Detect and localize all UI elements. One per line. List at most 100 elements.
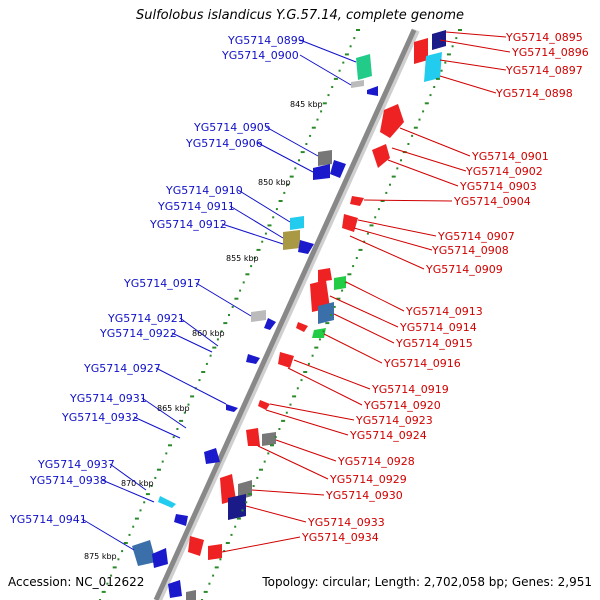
gene-label[interactable]: YG5714_0938: [29, 474, 107, 487]
gene-0917b-feature[interactable]: [264, 318, 276, 330]
gene-0913b-feature[interactable]: [334, 276, 346, 290]
gene-label[interactable]: YG5714_0916: [383, 357, 461, 370]
gene-label[interactable]: YG5714_0931: [69, 392, 147, 405]
gene-label[interactable]: YG5714_0941: [9, 513, 87, 526]
gene-0929-feature[interactable]: [220, 474, 236, 504]
scale-dot: [239, 289, 242, 292]
gene-0919-feature[interactable]: [278, 352, 294, 368]
scale-dot: [198, 379, 201, 382]
scale-dot: [212, 574, 215, 577]
gene-label[interactable]: YG5714_0907: [437, 230, 515, 243]
gene-label[interactable]: YG5714_0900: [221, 49, 299, 62]
gene-0938-feature[interactable]: [174, 514, 188, 526]
gene-0907-feature[interactable]: [342, 214, 358, 232]
gene-label[interactable]: YG5714_0910: [165, 184, 243, 197]
gene-label[interactable]: YG5714_0904: [453, 195, 531, 208]
gene-label[interactable]: YG5714_0924: [349, 429, 427, 442]
scale-dot: [344, 281, 347, 284]
gene-label[interactable]: YG5714_0919: [371, 383, 449, 396]
scale-dot: [389, 183, 391, 186]
scale-dot: [396, 167, 399, 170]
gene-0923-feature[interactable]: [258, 400, 270, 410]
gene-0941-feature[interactable]: [132, 540, 156, 566]
gene-label[interactable]: YG5714_0911: [157, 200, 235, 213]
scale-dot: [411, 134, 414, 137]
gene-0900b-feature[interactable]: [367, 86, 378, 96]
gene-label[interactable]: YG5714_0921: [107, 312, 185, 325]
gene-0944-feature[interactable]: [168, 580, 182, 598]
gene-label[interactable]: YG5714_0915: [395, 337, 473, 350]
gene-0916b-feature[interactable]: [296, 322, 308, 332]
gene-0897-feature[interactable]: [424, 52, 442, 82]
gene-0912b-feature[interactable]: [298, 240, 314, 254]
gene-label[interactable]: YG5714_0908: [431, 244, 509, 257]
gene-0899-feature[interactable]: [356, 54, 372, 80]
gene-label[interactable]: YG5714_0896: [511, 46, 589, 59]
gene-label[interactable]: YG5714_0923: [355, 414, 433, 427]
scale-dot: [272, 216, 275, 219]
gene-0896-feature[interactable]: [414, 38, 428, 64]
gene-0914-feature[interactable]: [310, 280, 330, 312]
gene-label[interactable]: YG5714_0922: [99, 327, 177, 340]
topology-text: Topology: circular; Length: 2,702,058 bp…: [262, 575, 592, 589]
gene-0906b-feature[interactable]: [330, 160, 346, 178]
gene-label[interactable]: YG5714_0927: [83, 362, 161, 375]
gene-label[interactable]: YG5714_0895: [505, 31, 583, 44]
gene-label[interactable]: YG5714_0930: [325, 489, 403, 502]
gene-label[interactable]: YG5714_0903: [459, 180, 537, 193]
gene-0906-feature[interactable]: [313, 164, 330, 180]
gene-0916-feature[interactable]: [312, 328, 326, 338]
gene-label[interactable]: YG5714_0899: [227, 34, 305, 47]
gene-label[interactable]: YG5714_0906: [185, 137, 263, 150]
gene-0927-feature[interactable]: [226, 404, 238, 412]
gene-0905-feature[interactable]: [318, 150, 332, 166]
gene-label[interactable]: YG5714_0912: [149, 218, 227, 231]
gene-label[interactable]: YG5714_0937: [37, 458, 115, 471]
gene-0898-feature[interactable]: [380, 104, 404, 138]
gene-label[interactable]: YG5714_0920: [363, 399, 441, 412]
scale-dot: [205, 362, 208, 365]
gene-label[interactable]: YG5714_0933: [307, 516, 385, 529]
gene-label[interactable]: YG5714_0898: [495, 87, 573, 100]
gene-0932-feature[interactable]: [204, 448, 220, 464]
gene-0895-feature[interactable]: [432, 30, 446, 50]
gene-0945-feature[interactable]: [186, 590, 196, 600]
scale-dot: [342, 61, 345, 64]
gene-0934-feature[interactable]: [188, 536, 204, 556]
gene-0913-feature[interactable]: [318, 268, 332, 282]
gene-0904-feature[interactable]: [350, 196, 364, 206]
gene-label[interactable]: YG5714_0917: [123, 277, 201, 290]
gene-label[interactable]: YG5714_0905: [193, 121, 271, 134]
gene-0928b-feature[interactable]: [262, 432, 276, 446]
gene-0912-feature[interactable]: [283, 230, 300, 250]
gene-0928-feature[interactable]: [246, 428, 260, 446]
gene-label[interactable]: YG5714_0913: [405, 305, 483, 318]
scale-label-860: 860 kbp: [192, 329, 225, 338]
scale-dot: [157, 468, 161, 471]
gene-label[interactable]: YG5714_0929: [329, 473, 407, 486]
gene-0900-feature[interactable]: [351, 80, 364, 88]
gene-0915-feature[interactable]: [318, 302, 334, 324]
gene-0922-feature[interactable]: [246, 354, 260, 364]
gene-0910-feature[interactable]: [290, 216, 304, 230]
gene-0934b-feature[interactable]: [208, 544, 222, 560]
right-labels: YG5714_0895 YG5714_0896 YG5714_0897 YG57…: [301, 31, 589, 544]
scale-dot: [278, 428, 281, 430]
gene-label[interactable]: YG5714_0909: [425, 263, 503, 276]
gene-0933-feature[interactable]: [228, 494, 246, 520]
gene-label[interactable]: YG5714_0902: [465, 165, 543, 178]
gene-0941b-feature[interactable]: [152, 548, 168, 568]
scale-dot: [225, 542, 230, 544]
gene-label[interactable]: YG5714_0897: [505, 64, 583, 77]
scale-dot: [347, 273, 352, 276]
gene-0937-feature[interactable]: [158, 496, 176, 508]
gene-0901-feature[interactable]: [372, 144, 390, 168]
gene-label[interactable]: YG5714_0914: [399, 321, 477, 334]
gene-label[interactable]: YG5714_0901: [471, 150, 549, 163]
gene-label[interactable]: YG5714_0928: [337, 455, 415, 468]
gene-label[interactable]: YG5714_0934: [301, 531, 379, 544]
gene-0917-feature[interactable]: [251, 310, 266, 322]
scale-dot: [267, 452, 270, 455]
gene-label[interactable]: YG5714_0932: [61, 411, 139, 424]
scale-dot: [309, 134, 312, 137]
